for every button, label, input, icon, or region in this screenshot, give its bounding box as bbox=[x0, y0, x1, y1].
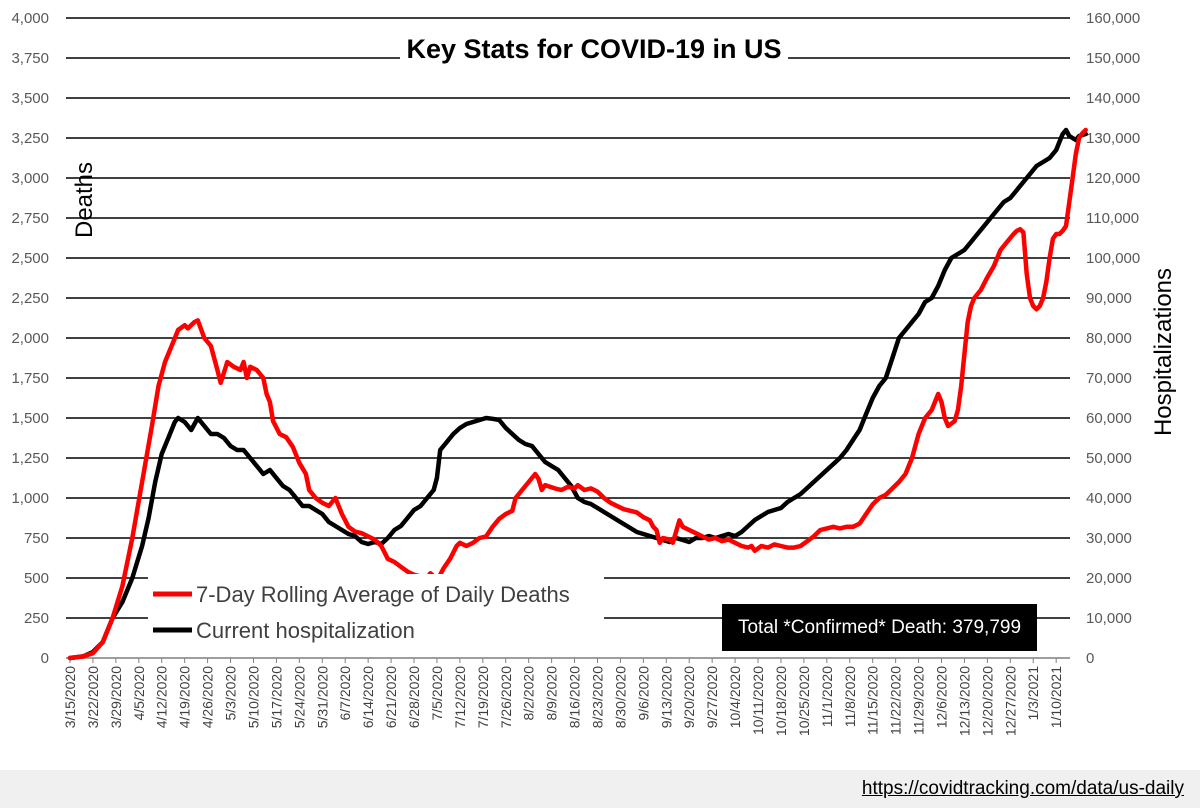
x-tick-label: 10/25/2020 bbox=[796, 666, 812, 736]
y-left-tick-label: 3,500 bbox=[11, 90, 49, 107]
y-right-tick-label: 20,000 bbox=[1086, 570, 1132, 587]
x-axis-ticks: 3/15/2020 3/22/2020 3/29/2020 4/5/2020 4/12/… bbox=[62, 658, 1064, 736]
x-tick-label: 7/26/2020 bbox=[498, 666, 514, 728]
y-right-tick-label: 60,000 bbox=[1086, 410, 1132, 427]
x-tick-label: 12/13/2020 bbox=[956, 666, 972, 736]
x-tick-label: 10/18/2020 bbox=[773, 666, 789, 736]
gridlines bbox=[66, 17, 1070, 659]
y-right-tick-label: 40,000 bbox=[1086, 490, 1132, 507]
y-right-tick-label: 70,000 bbox=[1086, 370, 1132, 387]
y-right-tick-label: 30,000 bbox=[1086, 530, 1132, 547]
y-left-tick-label: 1,000 bbox=[11, 490, 49, 507]
x-tick-label: 5/17/2020 bbox=[268, 666, 284, 728]
x-tick-label: 12/27/2020 bbox=[1002, 666, 1018, 736]
legend-hosp-label: Current hospitalization bbox=[196, 618, 415, 643]
x-tick-label: 11/29/2020 bbox=[911, 666, 927, 735]
y-left-tick-label: 750 bbox=[24, 530, 49, 547]
y-right-tick-label: 110,000 bbox=[1086, 210, 1139, 227]
x-tick-label: 8/30/2020 bbox=[612, 666, 628, 728]
y-left-tick-label: 2,000 bbox=[11, 330, 49, 347]
y-left-tick-label: 250 bbox=[24, 610, 49, 627]
y-right-tick-label: 130,000 bbox=[1086, 130, 1140, 147]
total-deaths-annotation: Total *Confirmed* Death: 379,799 bbox=[722, 604, 1037, 651]
x-tick-label: 9/6/2020 bbox=[635, 666, 651, 721]
y-left-tick-label: 1,500 bbox=[11, 410, 49, 427]
chart-panel: 0 250 500 750 1,000 1,250 1,500 1,750 2,000 2,250… bbox=[0, 0, 1200, 770]
y-right-tick-label: 90,000 bbox=[1086, 290, 1132, 307]
total-deaths-text: Total *Confirmed* Death: 379,799 bbox=[737, 616, 1022, 638]
y-left-tick-label: 4,000 bbox=[11, 10, 49, 27]
x-tick-label: 4/26/2020 bbox=[200, 666, 216, 728]
x-tick-label: 8/16/2020 bbox=[567, 666, 583, 728]
x-tick-label: 6/28/2020 bbox=[406, 666, 422, 728]
y-left-tick-label: 0 bbox=[41, 650, 49, 667]
x-tick-label: 11/1/2020 bbox=[819, 666, 835, 727]
right-axis-title: Hospitalizations bbox=[1150, 268, 1177, 436]
chart-title: Key Stats for COVID-19 in US bbox=[406, 34, 781, 64]
x-tick-label: 4/19/2020 bbox=[177, 666, 193, 728]
x-tick-label: 9/27/2020 bbox=[704, 666, 720, 728]
title-backing bbox=[400, 24, 788, 72]
x-tick-label: 1/10/2021 bbox=[1048, 666, 1064, 728]
x-tick-label: 9/13/2020 bbox=[658, 666, 674, 728]
y-left-tick-label: 500 bbox=[24, 570, 49, 587]
y-left-tick-label: 1,250 bbox=[11, 450, 49, 467]
x-tick-label: 7/12/2020 bbox=[452, 666, 468, 728]
y-left-tick-label: 3,750 bbox=[11, 50, 49, 67]
x-tick-label: 11/8/2020 bbox=[842, 666, 858, 727]
x-tick-label: 10/4/2020 bbox=[727, 666, 743, 728]
left-axis-ticks: 0 250 500 750 1,000 1,250 1,500 1,750 2,000 2,250… bbox=[11, 10, 49, 667]
y-right-tick-label: 150,000 bbox=[1086, 50, 1140, 67]
x-tick-label: 5/3/2020 bbox=[223, 666, 239, 721]
x-tick-label: 5/24/2020 bbox=[291, 666, 307, 728]
left-axis-title: Deaths bbox=[71, 162, 98, 238]
y-left-tick-label: 2,500 bbox=[11, 250, 49, 267]
x-tick-label: 12/6/2020 bbox=[934, 666, 950, 728]
x-tick-label: 11/15/2020 bbox=[865, 666, 881, 735]
right-axis-ticks: 0 10,000 20,000 30,000 40,000 50,000 60,000 70,… bbox=[1086, 10, 1140, 667]
legend: 7-Day Rolling Average of Daily Deaths Cu… bbox=[153, 582, 570, 643]
x-tick-label: 9/20/2020 bbox=[681, 666, 697, 728]
legend-backing bbox=[148, 574, 604, 646]
y-right-tick-label: 120,000 bbox=[1086, 170, 1140, 187]
x-tick-label: 4/12/2020 bbox=[154, 666, 170, 728]
x-tick-label: 8/2/2020 bbox=[521, 666, 537, 721]
x-tick-label: 3/29/2020 bbox=[108, 666, 124, 728]
y-left-tick-label: 1,750 bbox=[11, 370, 49, 387]
y-left-tick-label: 3,000 bbox=[11, 170, 49, 187]
y-right-tick-label: 10,000 bbox=[1086, 610, 1132, 627]
x-tick-label: 6/7/2020 bbox=[337, 666, 353, 721]
y-right-tick-label: 100,000 bbox=[1086, 250, 1140, 267]
x-tick-label: 8/23/2020 bbox=[589, 666, 605, 728]
x-tick-label: 10/11/2020 bbox=[750, 666, 766, 735]
y-right-tick-label: 0 bbox=[1086, 650, 1094, 667]
x-tick-label: 12/20/2020 bbox=[979, 666, 995, 736]
y-left-tick-label: 2,750 bbox=[11, 210, 49, 227]
y-right-tick-label: 160,000 bbox=[1086, 10, 1140, 27]
x-tick-label: 5/10/2020 bbox=[245, 666, 261, 728]
y-right-tick-label: 50,000 bbox=[1086, 450, 1132, 467]
y-right-tick-label: 80,000 bbox=[1086, 330, 1132, 347]
series-layer bbox=[67, 127, 1088, 661]
hospitalization-line bbox=[67, 127, 1088, 661]
x-tick-label: 8/9/2020 bbox=[544, 666, 560, 721]
x-tick-label: 6/21/2020 bbox=[383, 666, 399, 728]
chart-svg: 0 250 500 750 1,000 1,250 1,500 1,750 2,000 2,250… bbox=[11, 10, 1177, 736]
source-link[interactable]: https://covidtracking.com/data/us-daily bbox=[861, 778, 1184, 799]
x-tick-label: 6/14/2020 bbox=[360, 666, 376, 728]
x-tick-label: 7/19/2020 bbox=[475, 666, 491, 728]
x-tick-label: 7/5/2020 bbox=[429, 666, 445, 721]
x-tick-label: 3/22/2020 bbox=[85, 666, 101, 728]
x-tick-label: 3/15/2020 bbox=[62, 666, 78, 728]
x-tick-label: 11/22/2020 bbox=[888, 666, 904, 735]
x-tick-label: 1/3/2021 bbox=[1025, 666, 1041, 721]
y-left-tick-label: 3,250 bbox=[11, 130, 49, 147]
y-left-tick-label: 2,250 bbox=[11, 290, 49, 307]
legend-deaths-label: 7-Day Rolling Average of Daily Deaths bbox=[196, 582, 570, 607]
deaths-line bbox=[67, 127, 1088, 661]
x-tick-label: 5/31/2020 bbox=[314, 666, 330, 728]
y-right-tick-label: 140,000 bbox=[1086, 90, 1140, 107]
x-tick-label: 4/5/2020 bbox=[131, 666, 147, 721]
